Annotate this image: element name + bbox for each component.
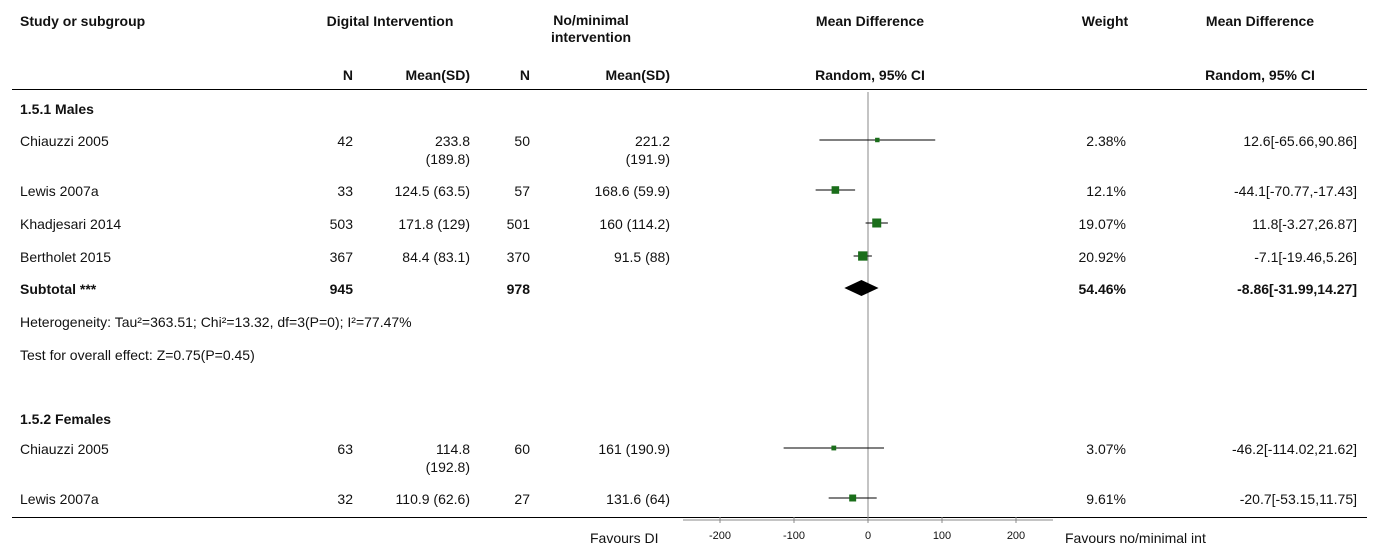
header-group2: No/minimal intervention bbox=[550, 12, 632, 45]
point-estimate-marker bbox=[849, 494, 857, 502]
row-n1: 63 bbox=[337, 441, 353, 457]
row-study: Chiauzzi 2005 bbox=[20, 133, 109, 149]
header-effect-ci: Mean Difference bbox=[1205, 13, 1315, 29]
header-method-ci: Random, 95% CI bbox=[1205, 67, 1315, 83]
row-study: Khadjesari 2014 bbox=[20, 216, 122, 232]
row-mean1: 110.9 (62.6) bbox=[395, 491, 470, 507]
row-mean2: 131.6 (64) bbox=[606, 491, 670, 507]
header-weight: Weight bbox=[1081, 13, 1129, 29]
subtotal-n1: 945 bbox=[329, 281, 353, 297]
row-mean2: 168.6 (59.9) bbox=[594, 183, 671, 199]
row-n1: 42 bbox=[337, 133, 353, 149]
row-study: Lewis 2007a bbox=[20, 183, 99, 199]
row-n2: 370 bbox=[506, 249, 530, 265]
subtotal-diamond bbox=[844, 280, 879, 296]
subtotal-ci: -8.86[-31.99,14.27] bbox=[1237, 281, 1357, 297]
row-ci: 12.6[-65.66,90.86] bbox=[1243, 133, 1357, 149]
subtotal-weight: 54.46% bbox=[1078, 281, 1126, 297]
row-study: Bertholet 2015 bbox=[20, 249, 112, 265]
row-mean2: 91.5 (88) bbox=[613, 249, 670, 265]
row-weight: 19.07% bbox=[1078, 216, 1126, 232]
row-mean2: 221.2 (191.9) bbox=[625, 133, 670, 167]
row-mean1: 114.8 (192.8) bbox=[425, 441, 470, 475]
header-mean2: Mean(SD) bbox=[605, 67, 670, 83]
row-ci: 11.8[-3.27,26.87] bbox=[1252, 216, 1357, 232]
row-weight: 2.38% bbox=[1086, 133, 1126, 149]
row-weight: 9.61% bbox=[1086, 491, 1126, 507]
header-mean1: Mean(SD) bbox=[405, 67, 470, 83]
row-n2: 27 bbox=[514, 491, 530, 507]
row-mean1: 124.5 (63.5) bbox=[394, 183, 471, 199]
row-ci: -7.1[-19.46,5.26] bbox=[1254, 249, 1357, 265]
x-axis-tick-label: 200 bbox=[1006, 530, 1026, 542]
row-weight: 3.07% bbox=[1086, 441, 1126, 457]
overall-effect-text: Test for overall effect: Z=0.75(P=0.45) bbox=[20, 347, 255, 363]
row-study: Chiauzzi 2005 bbox=[20, 441, 109, 457]
header-method: Random, 95% CI bbox=[815, 67, 925, 83]
header-study: Study or subgroup bbox=[20, 13, 146, 29]
row-weight: 12.1% bbox=[1086, 183, 1126, 199]
row-mean1: 84.4 (83.1) bbox=[402, 249, 470, 265]
x-axis-tick-label: -200 bbox=[708, 530, 732, 542]
header-n1: N bbox=[342, 67, 353, 83]
subgroup-title-males: 1.5.1 Males bbox=[20, 101, 94, 117]
point-estimate-marker bbox=[875, 137, 880, 143]
row-n1: 503 bbox=[329, 216, 353, 232]
row-n1: 32 bbox=[337, 491, 353, 507]
subtotal-label: Subtotal *** bbox=[20, 281, 97, 297]
subgroup-title-females: 1.5.2 Females bbox=[20, 411, 112, 427]
point-estimate-marker bbox=[858, 251, 868, 261]
heterogeneity-text: Heterogeneity: Tau²=363.51; Chi²=13.32, … bbox=[20, 314, 412, 330]
row-n2: 60 bbox=[514, 441, 530, 457]
x-axis-tick-label: 0 bbox=[864, 530, 872, 542]
row-n2: 50 bbox=[514, 133, 530, 149]
row-weight: 20.92% bbox=[1078, 249, 1126, 265]
row-ci: -20.7[-53.15,11.75] bbox=[1239, 491, 1357, 507]
row-n2: 57 bbox=[514, 183, 530, 199]
x-axis-tick-label: -100 bbox=[782, 530, 806, 542]
header-effect: Mean Difference bbox=[815, 13, 925, 29]
subtotal-n2: 978 bbox=[506, 281, 530, 297]
x-axis-tick-label: 100 bbox=[932, 530, 952, 542]
row-study: Lewis 2007a bbox=[20, 491, 99, 507]
row-mean2: 160 (114.2) bbox=[599, 216, 670, 232]
header-group1: Digital Intervention bbox=[326, 13, 454, 29]
row-ci: -44.1[-70.77,-17.43] bbox=[1234, 183, 1357, 199]
header-rule bbox=[12, 89, 1367, 90]
favours-left-label: Favours DI bbox=[590, 530, 659, 546]
row-ci: -46.2[-114.02,21.62] bbox=[1231, 441, 1357, 457]
favours-right-label: Favours no/minimal int bbox=[1065, 530, 1206, 546]
row-mean1: 171.8 (129) bbox=[398, 216, 470, 232]
point-estimate-marker bbox=[831, 186, 840, 194]
footer-rule bbox=[12, 517, 1367, 518]
row-mean1: 233.8 (189.8) bbox=[425, 133, 470, 167]
row-n1: 367 bbox=[329, 249, 353, 265]
row-n2: 501 bbox=[506, 216, 530, 232]
row-mean2: 161 (190.9) bbox=[598, 441, 670, 457]
point-estimate-marker bbox=[872, 218, 882, 228]
header-n2: N bbox=[519, 67, 530, 83]
row-n1: 33 bbox=[337, 183, 353, 199]
point-estimate-marker bbox=[831, 445, 837, 451]
